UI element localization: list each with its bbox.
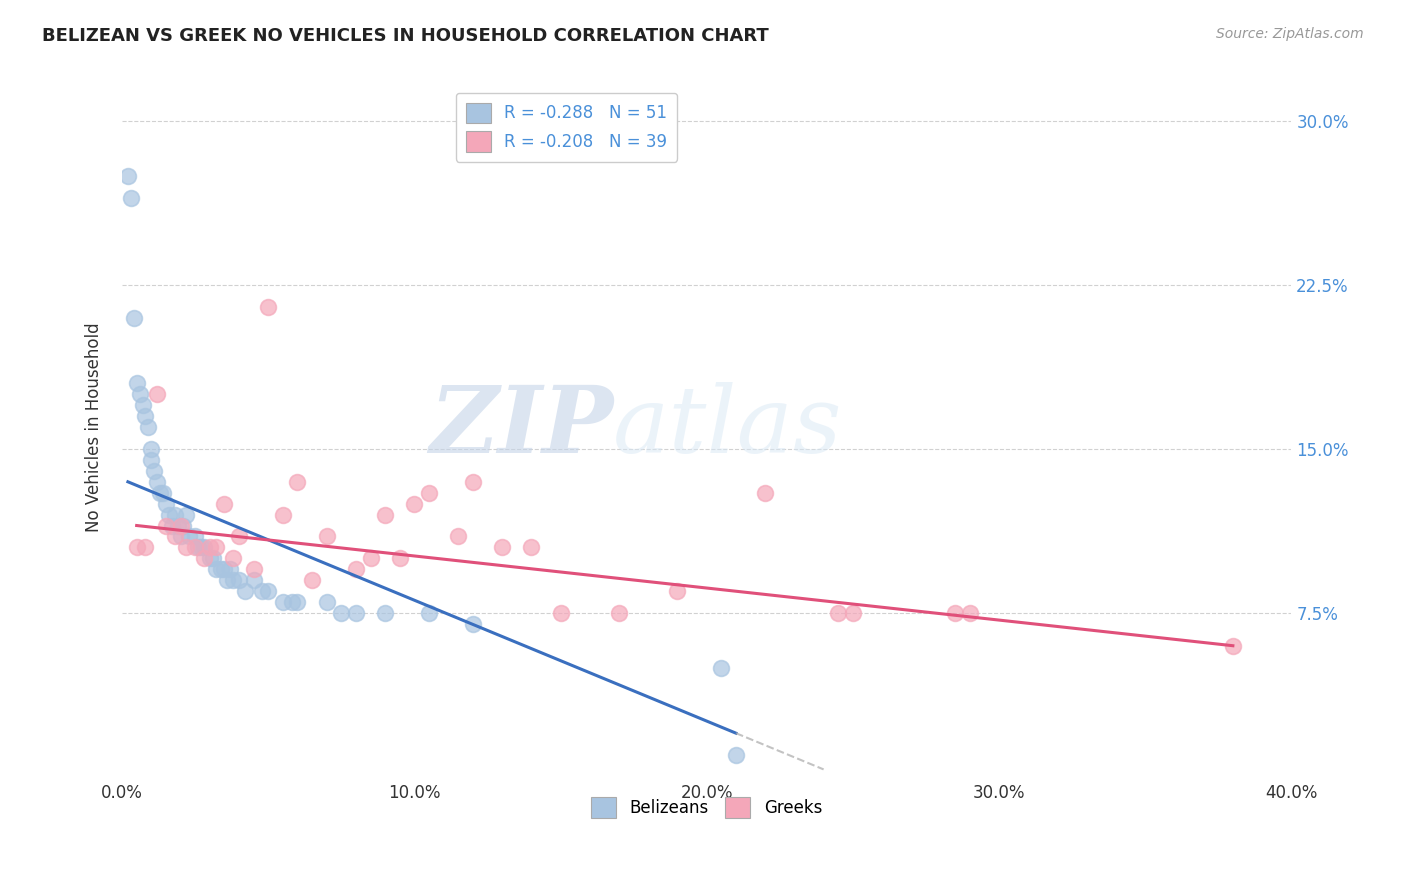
Point [117, 169, 139, 183]
Text: Source: ZipAtlas.com: Source: ZipAtlas.com [1216, 27, 1364, 41]
Point [146, 475, 169, 489]
Point [233, 584, 256, 599]
Point [157, 508, 180, 522]
Point [287, 475, 309, 489]
Point [169, 529, 191, 543]
Point [301, 573, 323, 587]
Point [204, 541, 226, 555]
Point [184, 529, 207, 543]
Point [418, 606, 440, 620]
Point [842, 606, 865, 620]
Point [344, 606, 367, 620]
Point [141, 442, 163, 456]
Point [163, 529, 186, 543]
Point [155, 497, 177, 511]
Point [280, 595, 302, 609]
Point [184, 541, 207, 555]
Point [287, 595, 309, 609]
Point [257, 584, 280, 599]
Point [193, 541, 215, 555]
Point [666, 584, 689, 599]
Point [1222, 639, 1244, 653]
Point [155, 518, 177, 533]
Point [520, 541, 543, 555]
Point [160, 518, 183, 533]
Point [141, 453, 163, 467]
Point [754, 485, 776, 500]
Legend: Belizeans, Greeks: Belizeans, Greeks [585, 791, 830, 824]
Point [176, 541, 198, 555]
Y-axis label: No Vehicles in Household: No Vehicles in Household [86, 322, 103, 532]
Point [152, 485, 174, 500]
Point [134, 409, 156, 424]
Point [315, 529, 337, 543]
Point [228, 573, 250, 587]
Point [330, 606, 353, 620]
Point [257, 300, 280, 314]
Text: ZIP: ZIP [429, 382, 613, 472]
Point [228, 529, 250, 543]
Point [404, 497, 426, 511]
Point [710, 660, 733, 674]
Point [461, 475, 484, 489]
Point [491, 541, 513, 555]
Point [222, 573, 245, 587]
Point [724, 747, 747, 762]
Point [131, 398, 153, 412]
Point [198, 541, 221, 555]
Point [242, 573, 264, 587]
Point [242, 562, 264, 576]
Point [943, 606, 966, 620]
Point [607, 606, 630, 620]
Point [209, 562, 232, 576]
Point [163, 508, 186, 522]
Point [219, 562, 242, 576]
Point [447, 529, 470, 543]
Point [179, 529, 201, 543]
Point [315, 595, 337, 609]
Point [271, 508, 294, 522]
Point [374, 508, 396, 522]
Point [187, 541, 209, 555]
Point [201, 551, 224, 566]
Point [134, 541, 156, 555]
Point [149, 485, 172, 500]
Point [172, 518, 194, 533]
Point [193, 551, 215, 566]
Point [550, 606, 572, 620]
Point [125, 376, 148, 391]
Point [388, 551, 411, 566]
Text: atlas: atlas [613, 382, 842, 472]
Point [204, 562, 226, 576]
Point [827, 606, 849, 620]
Point [198, 551, 221, 566]
Point [271, 595, 294, 609]
Point [461, 616, 484, 631]
Point [128, 387, 150, 401]
Point [125, 541, 148, 555]
Point [190, 541, 212, 555]
Point [120, 191, 142, 205]
Point [222, 551, 245, 566]
Text: BELIZEAN VS GREEK NO VEHICLES IN HOUSEHOLD CORRELATION CHART: BELIZEAN VS GREEK NO VEHICLES IN HOUSEHO… [42, 27, 769, 45]
Point [959, 606, 981, 620]
Point [122, 310, 145, 325]
Point [360, 551, 382, 566]
Point [418, 485, 440, 500]
Point [344, 562, 367, 576]
Point [143, 464, 166, 478]
Point [176, 508, 198, 522]
Point [214, 562, 236, 576]
Point [146, 387, 169, 401]
Point [169, 518, 191, 533]
Point [374, 606, 396, 620]
Point [138, 420, 160, 434]
Point [214, 497, 236, 511]
Point [166, 518, 188, 533]
Point [252, 584, 274, 599]
Point [217, 573, 239, 587]
